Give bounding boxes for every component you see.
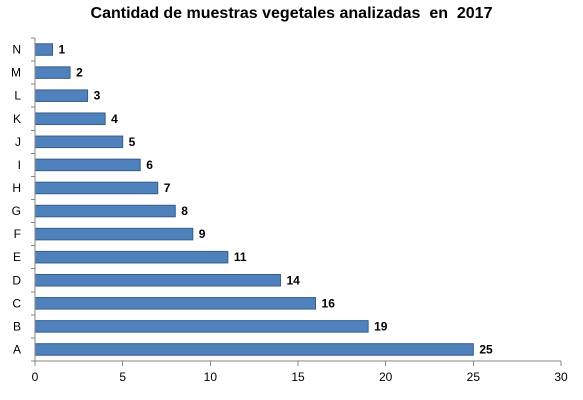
bar-E bbox=[34, 250, 229, 264]
data-label-K: 4 bbox=[111, 112, 118, 126]
axes-layer bbox=[31, 37, 562, 366]
data-label-E: 11 bbox=[234, 250, 247, 264]
category-label-N: N bbox=[12, 43, 21, 57]
x-tick-label-10: 10 bbox=[204, 370, 218, 384]
bar-G bbox=[34, 204, 176, 218]
bar-L bbox=[34, 89, 89, 102]
data-label-I: 6 bbox=[146, 158, 153, 172]
data-label-D: 14 bbox=[286, 273, 300, 287]
data-label-F: 9 bbox=[199, 227, 206, 241]
category-label-I: I bbox=[18, 158, 21, 172]
bar-N bbox=[34, 43, 54, 56]
category-label-G: G bbox=[12, 204, 21, 218]
bars-layer bbox=[34, 43, 474, 356]
labels-layer: A 25B 19C 16D 14E 11F 9G 8H 7I 6J 5K 4L 3M 2N 10 5 10 15 2… bbox=[11, 43, 568, 384]
x-tick-label-5: 5 bbox=[119, 370, 126, 384]
category-label-K: K bbox=[13, 112, 21, 126]
chart-title: Cantidad de muestras vegetales analizada… bbox=[90, 5, 493, 22]
category-label-H: H bbox=[12, 181, 21, 195]
bar-M bbox=[34, 66, 71, 79]
data-label-H: 7 bbox=[164, 181, 171, 195]
category-label-A: A bbox=[13, 342, 21, 356]
x-tick-label-25: 25 bbox=[467, 370, 481, 384]
bar-C bbox=[34, 297, 317, 310]
data-label-A: 25 bbox=[479, 342, 493, 356]
category-label-C: C bbox=[12, 296, 21, 310]
category-label-D: D bbox=[12, 273, 21, 287]
bar-D bbox=[34, 273, 281, 287]
category-label-J: J bbox=[15, 135, 21, 149]
data-label-B: 19 bbox=[374, 319, 388, 333]
category-label-F: F bbox=[14, 227, 21, 241]
x-tick-label-30: 30 bbox=[554, 370, 568, 384]
data-label-N: 1 bbox=[59, 43, 66, 57]
data-label-L: 3 bbox=[94, 89, 101, 103]
bar-J bbox=[34, 135, 124, 149]
category-label-M: M bbox=[11, 66, 21, 80]
bar-I bbox=[34, 158, 141, 172]
data-label-M: 2 bbox=[76, 66, 83, 80]
bar-K bbox=[34, 112, 106, 126]
x-tick-label-20: 20 bbox=[379, 370, 393, 384]
data-label-C: 16 bbox=[322, 296, 336, 310]
bar-F bbox=[34, 227, 194, 241]
category-label-B: B bbox=[13, 319, 21, 333]
category-label-L: L bbox=[14, 89, 21, 103]
data-label-J: 5 bbox=[129, 135, 136, 149]
x-tick-label-15: 15 bbox=[291, 370, 305, 384]
data-label-G: 8 bbox=[181, 204, 188, 218]
bar-H bbox=[34, 181, 159, 195]
bar-B bbox=[34, 320, 369, 333]
bar-A bbox=[34, 343, 474, 356]
category-label-E: E bbox=[13, 250, 21, 264]
x-tick-label-0: 0 bbox=[32, 370, 39, 384]
